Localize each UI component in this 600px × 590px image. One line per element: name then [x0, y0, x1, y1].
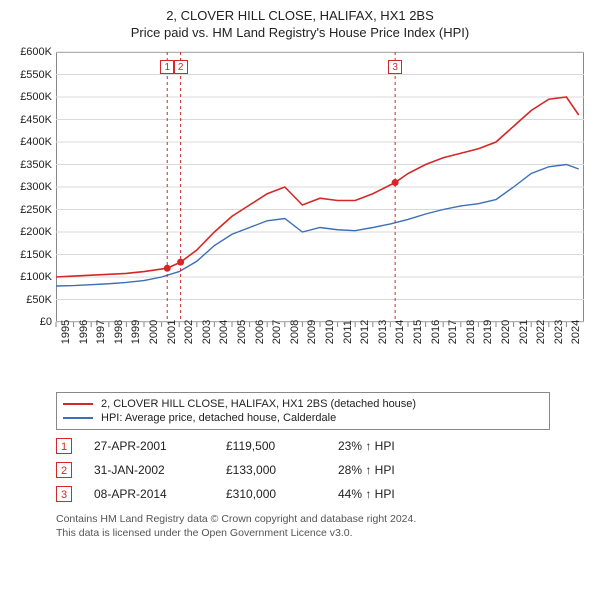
x-axis-label: 2016	[430, 320, 442, 344]
x-axis-label: 2006	[254, 320, 266, 344]
legend-swatch	[63, 417, 93, 419]
event-date: 31-JAN-2002	[94, 463, 204, 477]
x-axis-label: 2021	[518, 320, 530, 344]
y-axis-label: £50K	[4, 294, 52, 306]
x-axis-label: 2000	[148, 320, 160, 344]
y-axis-label: £550K	[4, 69, 52, 81]
x-axis-label: 2024	[570, 320, 582, 344]
title-address: 2, CLOVER HILL CLOSE, HALIFAX, HX1 2BS	[4, 8, 596, 23]
y-axis-label: £450K	[4, 114, 52, 126]
legend-label: 2, CLOVER HILL CLOSE, HALIFAX, HX1 2BS (…	[101, 398, 416, 410]
x-axis-label: 1999	[130, 320, 142, 344]
title-subtitle: Price paid vs. HM Land Registry's House …	[4, 25, 596, 40]
event-diff: 23% ↑ HPI	[338, 439, 395, 453]
legend: 2, CLOVER HILL CLOSE, HALIFAX, HX1 2BS (…	[56, 392, 550, 430]
x-axis-label: 2001	[166, 320, 178, 344]
chart-container: 2, CLOVER HILL CLOSE, HALIFAX, HX1 2BS P…	[0, 0, 600, 544]
event-date: 08-APR-2014	[94, 487, 204, 501]
x-axis-label: 2011	[342, 320, 354, 344]
footer-line: Contains HM Land Registry data © Crown c…	[56, 512, 596, 526]
x-axis-label: 2004	[218, 320, 230, 344]
x-axis-label: 2010	[324, 320, 336, 344]
x-axis-label: 1995	[60, 320, 72, 344]
x-axis-label: 2005	[236, 320, 248, 344]
x-axis-label: 2013	[377, 320, 389, 344]
event-diff: 44% ↑ HPI	[338, 487, 395, 501]
y-axis-label: £200K	[4, 226, 52, 238]
y-axis-label: £150K	[4, 249, 52, 261]
x-axis-label: 2015	[412, 320, 424, 344]
event-diff: 28% ↑ HPI	[338, 463, 395, 477]
event-id-box: 2	[56, 462, 72, 478]
y-axis-label: £100K	[4, 271, 52, 283]
event-row: 2 31-JAN-2002 £133,000 28% ↑ HPI	[56, 458, 596, 482]
y-axis-label: £350K	[4, 159, 52, 171]
x-axis-label: 2003	[201, 320, 213, 344]
y-axis-label: £300K	[4, 181, 52, 193]
x-axis-label: 2008	[289, 320, 301, 344]
title-block: 2, CLOVER HILL CLOSE, HALIFAX, HX1 2BS P…	[4, 8, 596, 40]
event-price: £310,000	[226, 487, 316, 501]
x-axis-label: 2009	[306, 320, 318, 344]
legend-row: 2, CLOVER HILL CLOSE, HALIFAX, HX1 2BS (…	[63, 397, 543, 411]
x-axis-label: 2022	[535, 320, 547, 344]
chart-area: £0 £50K £100K £150K £200K £250K £300K £350K £400…	[4, 46, 594, 386]
legend-label: HPI: Average price, detached house, Cald…	[101, 412, 336, 424]
legend-row: HPI: Average price, detached house, Cald…	[63, 411, 543, 425]
y-axis-label: £250K	[4, 204, 52, 216]
event-price: £119,500	[226, 439, 316, 453]
event-id-box: 1	[56, 438, 72, 454]
x-axis-label: 2002	[183, 320, 195, 344]
sale-callout-box: 1	[160, 60, 174, 74]
footer-attribution: Contains HM Land Registry data © Crown c…	[56, 512, 596, 540]
x-axis-label: 2014	[394, 320, 406, 344]
footer-line: This data is licensed under the Open Gov…	[56, 526, 596, 540]
event-id-box: 3	[56, 486, 72, 502]
x-axis-label: 1998	[113, 320, 125, 344]
x-axis-label: 2007	[271, 320, 283, 344]
event-row: 3 08-APR-2014 £310,000 44% ↑ HPI	[56, 482, 596, 506]
y-axis-label: £600K	[4, 46, 52, 58]
y-axis-label: £500K	[4, 91, 52, 103]
event-date: 27-APR-2001	[94, 439, 204, 453]
y-axis-label: £0	[4, 316, 52, 328]
x-axis-label: 2020	[500, 320, 512, 344]
y-axis-label: £400K	[4, 136, 52, 148]
x-axis-label: 1997	[95, 320, 107, 344]
legend-swatch	[63, 403, 93, 405]
x-axis-label: 2012	[359, 320, 371, 344]
events-table: 1 27-APR-2001 £119,500 23% ↑ HPI 2 31-JA…	[56, 434, 596, 506]
sale-callout-box: 3	[388, 60, 402, 74]
x-axis-label: 2019	[482, 320, 494, 344]
x-axis-label: 2018	[465, 320, 477, 344]
event-row: 1 27-APR-2001 £119,500 23% ↑ HPI	[56, 434, 596, 458]
sale-callout-box: 2	[174, 60, 188, 74]
x-axis-label: 2017	[447, 320, 459, 344]
event-price: £133,000	[226, 463, 316, 477]
x-axis-label: 1996	[78, 320, 90, 344]
x-axis-label: 2023	[553, 320, 565, 344]
